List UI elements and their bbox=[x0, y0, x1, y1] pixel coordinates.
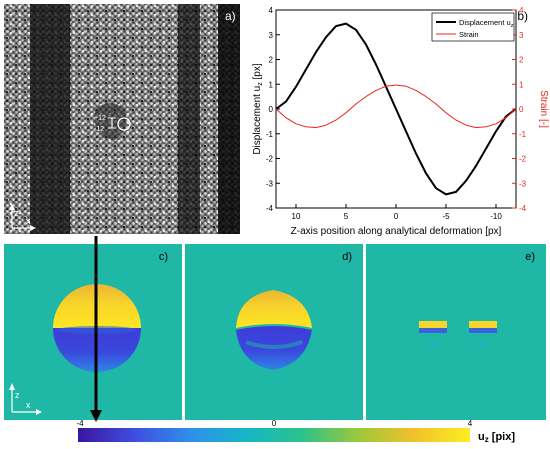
reference-circle bbox=[117, 117, 131, 131]
dark-blob bbox=[95, 103, 127, 140]
legend-box bbox=[431, 12, 515, 42]
panel-label-e: e) bbox=[525, 251, 535, 263]
residual-speck bbox=[478, 344, 488, 347]
axis-z-label: z bbox=[14, 208, 19, 218]
residual-negative-left bbox=[419, 328, 447, 333]
dark-band-mid bbox=[178, 4, 200, 234]
y-tick-label: -1 bbox=[266, 130, 274, 139]
y2-tick-label: 4 bbox=[519, 6, 524, 15]
x-tick-label: 10 bbox=[292, 212, 301, 221]
legend-label-displacement: Displacement uz bbox=[459, 18, 514, 29]
y-tick-label: 3 bbox=[269, 31, 274, 40]
residual-speck bbox=[428, 344, 438, 347]
arrowhead-icon bbox=[36, 409, 42, 415]
marker-minus: -12 bbox=[94, 126, 104, 133]
y-axis-label: Displacement uz [px] bbox=[252, 63, 264, 155]
colorbar-strip bbox=[78, 428, 470, 442]
panel-label-a: a) bbox=[225, 9, 236, 23]
x-ticks: 10 5 0 -5 -10 bbox=[292, 204, 502, 221]
panel-c: c) z x bbox=[4, 244, 182, 420]
arrowhead-icon bbox=[9, 383, 15, 390]
axis-x-label: x bbox=[26, 400, 31, 410]
y-tick-label: 1 bbox=[269, 80, 274, 89]
axis-x-label: x bbox=[26, 216, 31, 226]
y-tick-label: 4 bbox=[269, 6, 274, 15]
dark-band-right bbox=[218, 4, 240, 234]
colorbar-mid-label: 0 bbox=[272, 419, 277, 428]
series-line-displacement bbox=[275, 22, 517, 196]
series-lines bbox=[275, 22, 517, 196]
colorbar-max-label: 4 bbox=[468, 419, 473, 428]
panel-a: a) +12 -12 z x bbox=[4, 4, 240, 234]
y-tick-label: 2 bbox=[269, 56, 274, 65]
colorbar-unit-label: uz [pix] bbox=[478, 431, 515, 444]
x-tick-label: -10 bbox=[490, 212, 502, 221]
y2-tick-label: -4 bbox=[519, 204, 527, 213]
residual-negative-right bbox=[469, 328, 497, 333]
colorbar-min-label: -4 bbox=[76, 419, 84, 428]
x-axis-label: Z-axis position along analytical deforma… bbox=[291, 226, 502, 237]
y-tick-label: -4 bbox=[266, 204, 274, 213]
x-tick-label: 5 bbox=[344, 212, 349, 221]
y2-axis-label: Strain [-] bbox=[538, 90, 549, 128]
legend: Displacement uz Strain bbox=[431, 12, 515, 42]
arrowhead-icon bbox=[9, 204, 15, 210]
legend-label-strain: Strain bbox=[459, 30, 479, 39]
panel-label-c: c) bbox=[159, 251, 168, 263]
ring-artifact bbox=[245, 340, 303, 349]
y2-tick-label: -1 bbox=[519, 130, 527, 139]
residual-positive-right bbox=[469, 321, 497, 328]
y2-tick-label: -3 bbox=[519, 179, 527, 188]
y2-ticks: -4 -3 -2 -1 0 1 2 3 4 bbox=[512, 6, 527, 213]
x-tick-label: 0 bbox=[394, 212, 399, 221]
field-background bbox=[366, 244, 546, 420]
y2-tick-label: 2 bbox=[519, 56, 524, 65]
arrowhead-icon bbox=[90, 410, 102, 422]
y2-tick-label: -2 bbox=[519, 155, 527, 164]
residual-positive-left bbox=[419, 321, 447, 328]
panel-label-b: b) bbox=[517, 9, 528, 23]
series-line-strain bbox=[275, 84, 517, 129]
axis-z-label: z bbox=[15, 390, 20, 400]
y-tick-label: -3 bbox=[266, 179, 274, 188]
y-tick-label: 0 bbox=[269, 105, 274, 114]
x-tick-label: -5 bbox=[442, 212, 450, 221]
arrowhead-icon bbox=[30, 225, 36, 231]
y-tick-label: -2 bbox=[266, 155, 274, 164]
profile-indicator-arrow bbox=[90, 236, 102, 422]
panel-e: e) bbox=[366, 244, 546, 420]
dark-band-left bbox=[30, 4, 70, 234]
y2-tick-label: 0 bbox=[519, 105, 524, 114]
y2-tick-label: 3 bbox=[519, 31, 524, 40]
positive-displacement-region bbox=[236, 290, 312, 328]
colorbar: -4 0 4 uz [pix] bbox=[76, 419, 515, 444]
marker-plus: +12 bbox=[94, 115, 106, 122]
y2-tick-label: 1 bbox=[519, 80, 524, 89]
y-ticks: -4 -3 -2 -1 0 1 2 3 4 bbox=[266, 6, 280, 213]
panel-d: d) bbox=[185, 244, 363, 420]
panel-label-d: d) bbox=[342, 251, 352, 263]
